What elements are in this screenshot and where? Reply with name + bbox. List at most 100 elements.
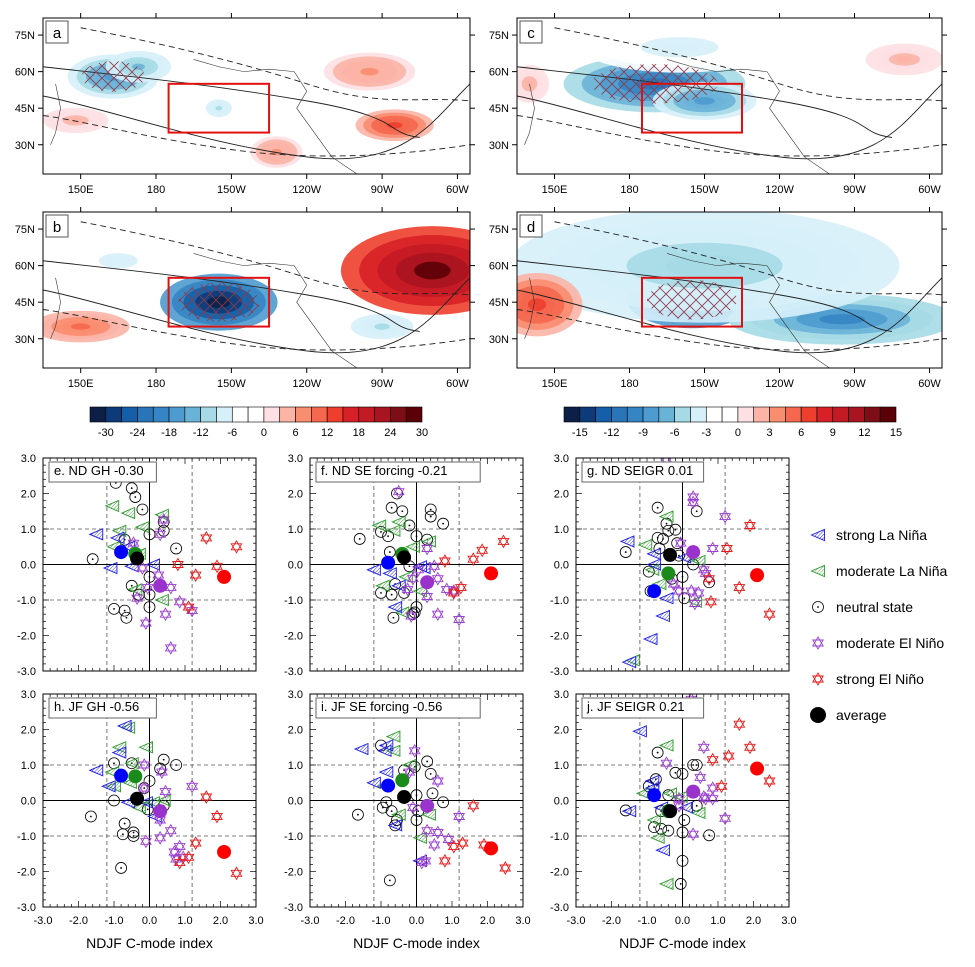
x-tick-label: 120W (765, 184, 794, 196)
hexagram-up (697, 790, 710, 801)
strong-la-nina-marker (632, 725, 647, 738)
x-tick-label: 150W (217, 378, 246, 390)
x-tick-label: 60W (446, 184, 469, 196)
anomaly-shading (819, 314, 865, 325)
significance-hatching (647, 280, 737, 320)
x-tick-label: 3.0 (781, 915, 796, 927)
neutral-marker (143, 571, 156, 583)
coastline (293, 265, 358, 368)
hexagram-down (140, 837, 152, 849)
neutral-dot (121, 833, 124, 836)
hexagram-down (453, 813, 466, 824)
x-tick-label: -3.0 (301, 915, 320, 927)
y-tick-label: 30N (15, 334, 35, 346)
strong-la-nina-marker (658, 592, 674, 605)
neutral-marker (127, 830, 140, 842)
neutral-marker (353, 533, 366, 545)
strong-la-nina-marker (376, 744, 392, 758)
y-tick-label: 30N (489, 140, 509, 152)
strong-el-nino-marker (720, 541, 733, 556)
strong-el-nino-marker (763, 774, 776, 788)
y-tick-label: 2.0 (288, 489, 303, 501)
neutral-ring (410, 530, 423, 542)
x-tick-label: 2.0 (746, 915, 761, 927)
neutral-dot (442, 801, 445, 804)
colorbar-swatch (832, 406, 849, 423)
moderate-el-nino-marker (401, 582, 414, 597)
hexagram-down (442, 836, 455, 847)
strong-el-nino-marker (189, 568, 202, 583)
colorbar-swatch (690, 406, 707, 423)
moderate-el-nino-marker (706, 791, 719, 806)
y-tick-label: 45N (489, 297, 509, 309)
neutral-ring (676, 767, 689, 780)
neutral-ring (385, 805, 398, 818)
neutral-ring (690, 759, 703, 771)
hexagram-down (687, 498, 700, 510)
hexagram-down (704, 598, 717, 609)
hexagram-up (453, 612, 466, 623)
hexagram-down (697, 793, 710, 804)
y-tick-label: 75N (15, 30, 35, 42)
strong-la-nina-marker (678, 801, 693, 814)
strong-el-nino-marker (173, 855, 186, 870)
neutral-dot (175, 547, 178, 550)
positive-contour (43, 260, 420, 332)
hexagram-up (211, 809, 223, 820)
neutral-ring (703, 829, 716, 842)
neutral-marker (421, 755, 434, 768)
map-frame (42, 211, 471, 369)
hexagram-up (467, 798, 480, 810)
colorbar-tick-label: -9 (638, 427, 648, 439)
average-moderate-el-nino-marker (420, 575, 435, 590)
hexagram-down (403, 768, 416, 779)
hexagram-up (131, 591, 144, 602)
neutral-ring (108, 794, 120, 807)
hexagram-down (453, 616, 466, 627)
neutral-marker (662, 824, 675, 837)
strong-la-nina-marker (138, 796, 153, 809)
panel-title: g. ND SEIGR 0.01 (587, 463, 693, 478)
neutral-ring (143, 528, 156, 541)
colorbar-tick-label: -24 (129, 427, 145, 439)
hexagram-down (467, 555, 480, 567)
legend-label: moderate La Niña (836, 563, 948, 579)
moderate-la-nina-marker (154, 593, 169, 607)
colorbar-swatch (137, 406, 154, 423)
neutral-dot (148, 533, 151, 536)
colorbar-swatch (295, 406, 312, 423)
strong-el-nino-marker (733, 580, 746, 595)
strong-la-nina-marker (382, 567, 397, 580)
panel-title-box (315, 697, 481, 719)
hexagram-down (447, 589, 460, 600)
x-tick-label: 180 (620, 378, 638, 390)
neutral-marker (127, 826, 140, 839)
neutral-marker (143, 601, 156, 613)
hexagram-up (159, 784, 172, 796)
neutral-dot (162, 758, 165, 761)
neutral-ring (651, 746, 664, 759)
moderate-la-nina-marker (401, 758, 417, 772)
neutral-marker (120, 611, 133, 624)
moderate-el-nino-marker (706, 781, 719, 795)
neutral-ring (127, 826, 140, 839)
map-panel-c: 150E 180 150W 120W 90W 60W 30N 45N 60N 75N c (489, 13, 947, 196)
hexagram-up (415, 855, 428, 867)
hexagram-down (152, 571, 165, 582)
strong-la-nina-marker (88, 764, 104, 777)
strong-el-nino-marker (456, 836, 469, 851)
map-frame (516, 17, 943, 175)
hexagram-down (159, 788, 172, 799)
colorbar-swatch (374, 406, 391, 423)
hexagram-down (140, 619, 152, 631)
map-frame (42, 17, 471, 175)
neutral-dot (113, 762, 115, 765)
y-tick-label: 45N (15, 297, 35, 309)
y-tick-label: 1.0 (288, 524, 303, 536)
average-moderate-el-nino-marker (153, 578, 168, 593)
moderate-el-nino-marker (453, 809, 466, 824)
x-tick-label: 150E (68, 378, 94, 390)
neutral-marker (651, 501, 664, 514)
moderate-el-nino-marker (687, 495, 700, 510)
moderate-la-nina-marker (134, 521, 150, 534)
